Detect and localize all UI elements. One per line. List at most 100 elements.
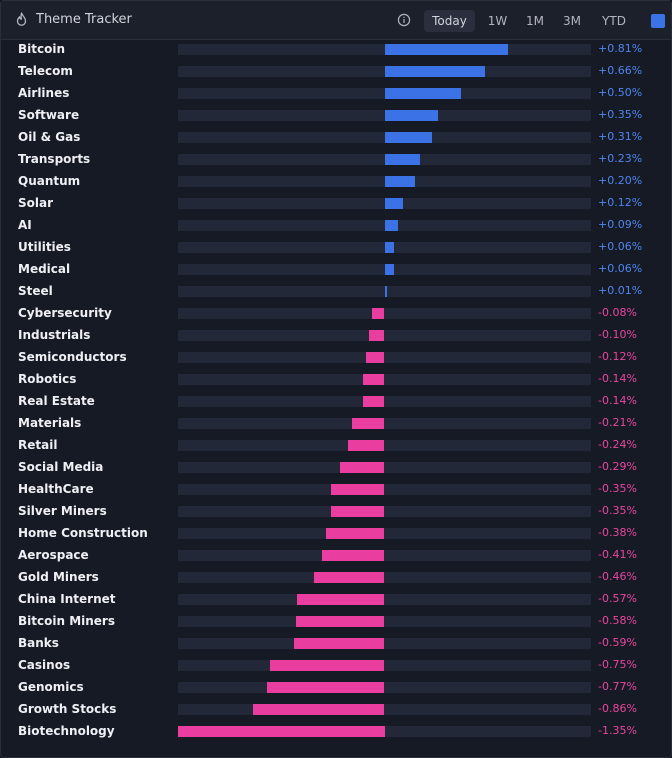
info-icon[interactable] <box>397 13 411 27</box>
category-label: Airlines <box>18 86 70 100</box>
chart-row: HealthCare -0.35% <box>1 479 671 501</box>
bar <box>384 264 394 275</box>
bar-track <box>178 704 591 715</box>
value-label: +0.06% <box>598 240 643 253</box>
chart-row: Software +0.35% <box>1 105 671 127</box>
chart-row: Silver Miners -0.35% <box>1 501 671 523</box>
chart-row: Medical +0.06% <box>1 259 671 281</box>
chart-row: Bitcoin +0.81% <box>1 39 671 61</box>
chart-row: Biotechnology -1.35% <box>1 721 671 743</box>
value-label: -0.35% <box>598 504 637 517</box>
bar <box>252 704 385 715</box>
bar-track <box>178 660 591 671</box>
category-label: China Internet <box>18 592 116 606</box>
bar <box>369 330 385 341</box>
value-label: +0.50% <box>598 86 643 99</box>
tab-ytd[interactable]: YTD <box>602 14 626 28</box>
value-label: -0.75% <box>598 658 637 671</box>
value-label: +0.81% <box>598 42 643 55</box>
bar-track <box>178 374 591 385</box>
value-label: +0.06% <box>598 262 643 275</box>
bar <box>384 220 399 231</box>
bar <box>372 308 385 319</box>
value-label: -0.46% <box>598 570 637 583</box>
value-label: -0.59% <box>598 636 637 649</box>
bar <box>363 374 385 385</box>
chart-row: Transports +0.23% <box>1 149 671 171</box>
bar-track <box>178 352 591 363</box>
chart-row: Gold Miners -0.46% <box>1 567 671 589</box>
tab-3m[interactable]: 3M <box>563 14 581 28</box>
category-label: Aerospace <box>18 548 89 562</box>
chart-row: Robotics -0.14% <box>1 369 671 391</box>
bar <box>384 286 387 297</box>
value-label: -0.12% <box>598 350 637 363</box>
category-label: Gold Miners <box>18 570 99 584</box>
bar-track <box>178 396 591 407</box>
value-label: +0.09% <box>598 218 643 231</box>
category-label: AI <box>18 218 32 232</box>
bar-track <box>178 682 591 693</box>
chart-row: Airlines +0.50% <box>1 83 671 105</box>
value-label: +0.20% <box>598 174 643 187</box>
bar <box>178 726 385 737</box>
bar <box>314 572 385 583</box>
category-label: Oil & Gas <box>18 130 81 144</box>
chart-row: Retail -0.24% <box>1 435 671 457</box>
category-label: Social Media <box>18 460 104 474</box>
value-label: +0.12% <box>598 196 643 209</box>
bar <box>384 110 439 121</box>
category-label: Home Construction <box>18 526 148 540</box>
tab-today[interactable]: Today <box>424 10 475 32</box>
value-label: -0.14% <box>598 372 637 385</box>
value-label: +0.01% <box>598 284 643 297</box>
category-label: Solar <box>18 196 54 210</box>
value-label: -0.77% <box>598 680 637 693</box>
chart-row: Casinos -0.75% <box>1 655 671 677</box>
chart-row: Quantum +0.20% <box>1 171 671 193</box>
page-title: Theme Tracker <box>36 12 132 27</box>
value-label: -0.38% <box>598 526 637 539</box>
bar <box>347 440 385 451</box>
chart-row: Cybersecurity -0.08% <box>1 303 671 325</box>
category-label: HealthCare <box>18 482 94 496</box>
bar-track <box>178 440 591 451</box>
bar <box>384 44 509 55</box>
category-label: Banks <box>18 636 59 650</box>
bar-track <box>178 506 591 517</box>
category-label: Casinos <box>18 658 71 672</box>
bar-track <box>178 484 591 495</box>
value-label: +0.23% <box>598 152 643 165</box>
bar <box>297 594 385 605</box>
bar <box>266 682 385 693</box>
value-label: -0.58% <box>598 614 637 627</box>
value-label: -0.86% <box>598 702 637 715</box>
category-label: Medical <box>18 262 71 276</box>
category-label: Robotics <box>18 372 77 386</box>
color-swatch-button[interactable] <box>651 14 665 28</box>
bar-track <box>178 418 591 429</box>
category-label: Bitcoin <box>18 42 66 56</box>
category-label: Growth Stocks <box>18 702 117 716</box>
bar <box>384 132 432 143</box>
value-label: -0.10% <box>598 328 637 341</box>
category-label: Transports <box>18 152 91 166</box>
bar <box>294 638 385 649</box>
chart-row: Oil & Gas +0.31% <box>1 127 671 149</box>
tab-1w[interactable]: 1W <box>487 14 508 28</box>
chart-row: Genomics -0.77% <box>1 677 671 699</box>
bar-track <box>178 330 591 341</box>
chart-row: China Internet -0.57% <box>1 589 671 611</box>
value-label: -0.35% <box>598 482 637 495</box>
flame-icon <box>16 12 27 26</box>
chart-row: Steel +0.01% <box>1 281 671 303</box>
tab-1m[interactable]: 1M <box>526 14 544 28</box>
bar <box>330 506 385 517</box>
category-label: Utilities <box>18 240 71 254</box>
category-label: Quantum <box>18 174 81 188</box>
value-label: -0.14% <box>598 394 637 407</box>
bar-track <box>178 638 591 649</box>
category-label: Steel <box>18 284 53 298</box>
bar <box>384 198 403 209</box>
